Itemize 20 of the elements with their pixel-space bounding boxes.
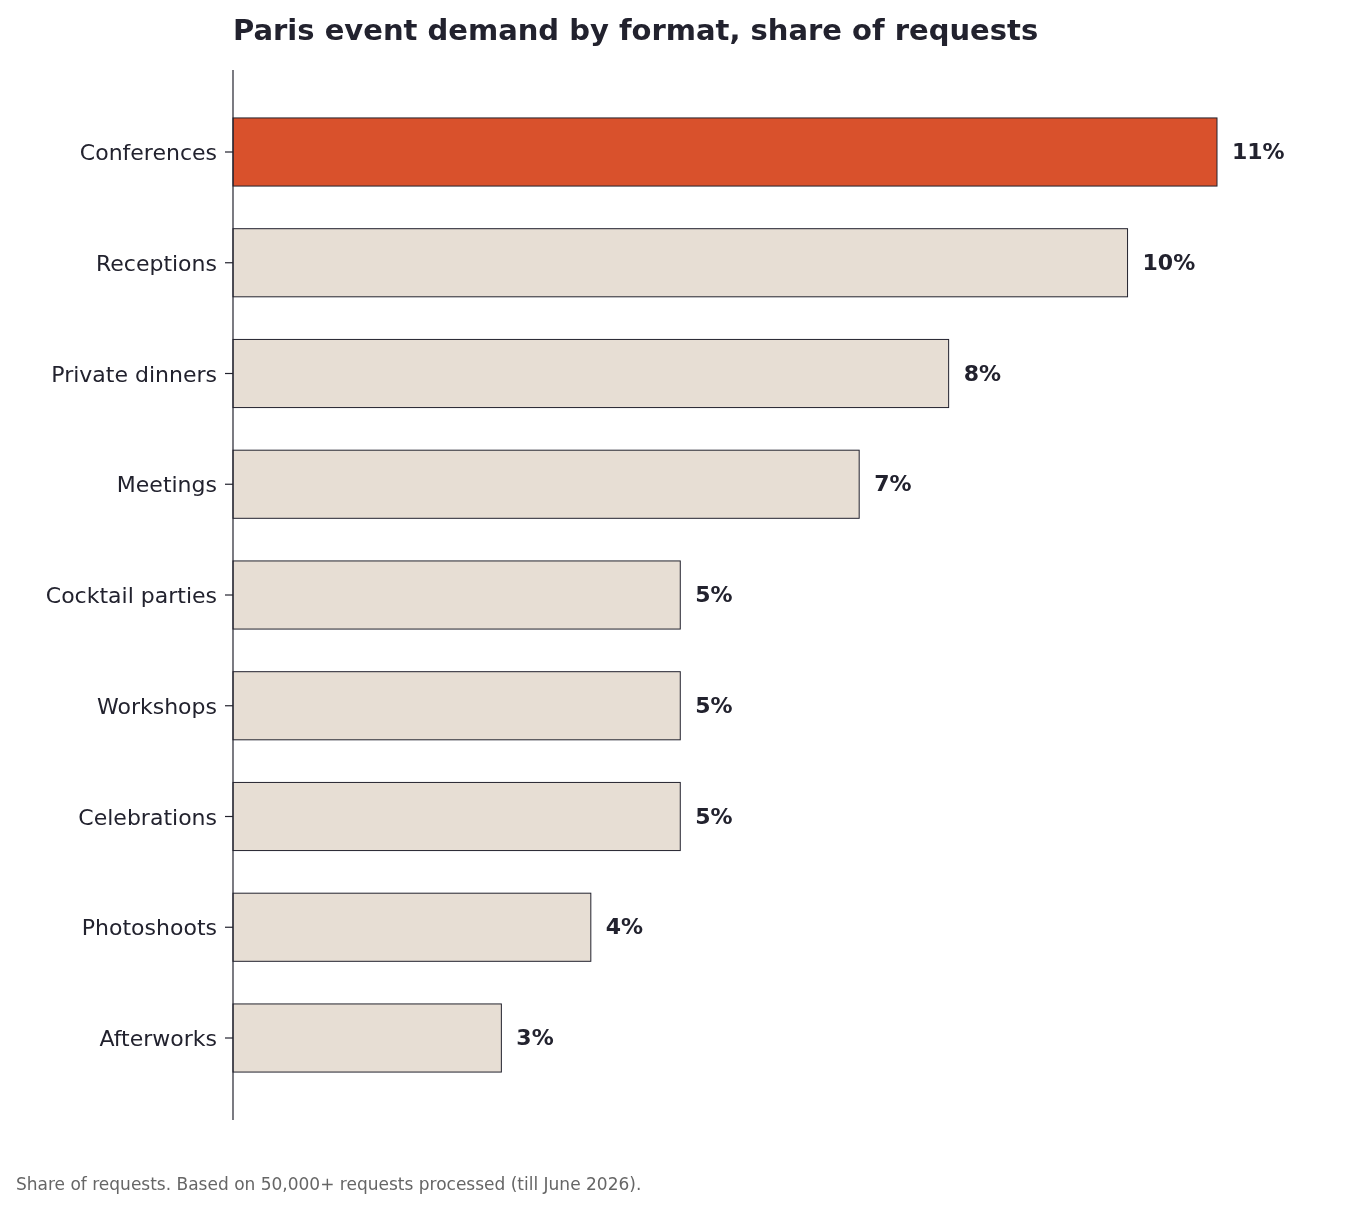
y-tick-label: Private dinners xyxy=(51,361,217,387)
data-label: 5% xyxy=(695,582,733,607)
y-tick-label: Workshops xyxy=(96,693,217,719)
data-label: 11% xyxy=(1232,139,1285,164)
data-label: 5% xyxy=(695,692,733,718)
y-tick-label: Celebrations xyxy=(78,804,217,830)
data-label: 10% xyxy=(1142,249,1196,275)
data-label: 4% xyxy=(605,914,644,940)
data-label: 3% xyxy=(516,1025,554,1050)
y-tick-label: Photoshoots xyxy=(81,915,217,941)
y-tick-label: Cocktail parties xyxy=(45,583,217,608)
data-label: 7% xyxy=(874,471,912,497)
y-tick-label: Conferences xyxy=(79,140,217,165)
text: Share of requests. Based on 50,000+ requests processed (till June 2026). xyxy=(16,1174,642,1194)
chart-title: Paris event demand by format, share of requests xyxy=(233,13,1039,47)
data-label: 8% xyxy=(963,360,1001,386)
y-tick-label: Meetings xyxy=(116,472,217,498)
y-tick-label: Receptions xyxy=(95,250,217,276)
data-label: 5% xyxy=(695,803,733,829)
y-tick-label: Afterworks xyxy=(99,1026,217,1051)
